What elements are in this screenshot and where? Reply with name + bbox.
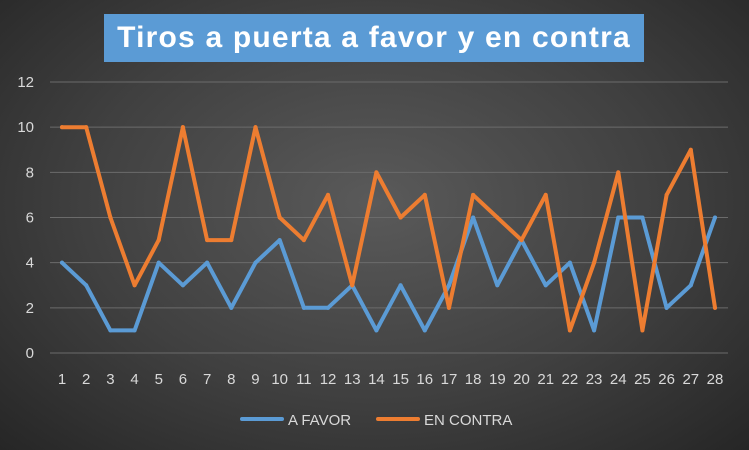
data-point bbox=[132, 328, 137, 333]
series-line-0 bbox=[60, 215, 717, 333]
x-tick-label: 28 bbox=[707, 371, 724, 388]
data-point bbox=[664, 305, 669, 310]
data-point bbox=[156, 260, 161, 265]
data-point bbox=[640, 215, 645, 220]
data-point bbox=[108, 328, 113, 333]
data-point bbox=[471, 215, 476, 220]
data-point bbox=[422, 328, 427, 333]
data-point bbox=[350, 283, 355, 288]
data-point bbox=[253, 260, 258, 265]
data-point bbox=[495, 283, 500, 288]
data-point bbox=[301, 238, 306, 243]
x-tick-label: 15 bbox=[392, 371, 409, 388]
data-point bbox=[156, 238, 161, 243]
data-point bbox=[616, 215, 621, 220]
data-point bbox=[640, 328, 645, 333]
x-tick-label: 10 bbox=[271, 371, 288, 388]
x-tick-label: 1 bbox=[58, 371, 66, 388]
y-tick-label: 6 bbox=[26, 210, 34, 227]
data-point bbox=[471, 192, 476, 197]
x-tick-label: 3 bbox=[106, 371, 114, 388]
legend-label: A FAVOR bbox=[288, 412, 351, 429]
data-point bbox=[374, 170, 379, 175]
x-tick-label: 23 bbox=[586, 371, 603, 388]
y-tick-label: 4 bbox=[26, 255, 34, 272]
data-point bbox=[326, 192, 331, 197]
data-point bbox=[592, 260, 597, 265]
data-point bbox=[277, 215, 282, 220]
x-tick-label: 22 bbox=[562, 371, 579, 388]
data-point bbox=[205, 238, 210, 243]
data-point bbox=[229, 305, 234, 310]
data-point bbox=[592, 328, 597, 333]
data-point bbox=[84, 125, 89, 130]
x-tick-label: 19 bbox=[489, 371, 506, 388]
data-point bbox=[398, 283, 403, 288]
data-point bbox=[132, 283, 137, 288]
data-point bbox=[616, 170, 621, 175]
data-point bbox=[374, 328, 379, 333]
data-point bbox=[326, 305, 331, 310]
x-tick-label: 4 bbox=[130, 371, 138, 388]
x-tick-label: 18 bbox=[465, 371, 482, 388]
data-point bbox=[495, 215, 500, 220]
data-point bbox=[446, 305, 451, 310]
data-point bbox=[567, 260, 572, 265]
data-point bbox=[205, 260, 210, 265]
x-tick-label: 2 bbox=[82, 371, 90, 388]
y-tick-label: 8 bbox=[26, 164, 34, 181]
series-line-1 bbox=[60, 125, 717, 333]
x-tick-label: 24 bbox=[610, 371, 627, 388]
data-point bbox=[108, 215, 113, 220]
x-tick-label: 9 bbox=[251, 371, 259, 388]
data-point bbox=[446, 283, 451, 288]
data-point bbox=[60, 125, 64, 130]
data-point bbox=[422, 192, 427, 197]
x-tick-label: 6 bbox=[179, 371, 187, 388]
x-tick-label: 14 bbox=[368, 371, 385, 388]
x-tick-label: 12 bbox=[320, 371, 337, 388]
x-tick-label: 21 bbox=[537, 371, 554, 388]
data-point bbox=[398, 215, 403, 220]
data-point bbox=[180, 283, 185, 288]
x-tick-label: 25 bbox=[634, 371, 651, 388]
data-point bbox=[713, 215, 717, 220]
y-tick-label: 12 bbox=[17, 74, 34, 91]
y-tick-label: 0 bbox=[26, 345, 34, 362]
x-tick-label: 17 bbox=[441, 371, 458, 388]
data-point bbox=[567, 328, 572, 333]
x-tick-label: 27 bbox=[682, 371, 699, 388]
data-point bbox=[84, 283, 89, 288]
x-tick-label: 7 bbox=[203, 371, 211, 388]
x-tick-label: 16 bbox=[416, 371, 433, 388]
x-tick-label: 20 bbox=[513, 371, 530, 388]
chart-title: Tiros a puerta a favor y en contra bbox=[104, 14, 644, 62]
data-point bbox=[277, 238, 282, 243]
y-tick-label: 10 bbox=[17, 119, 34, 136]
y-tick-label: 2 bbox=[26, 300, 34, 317]
data-point bbox=[713, 305, 717, 310]
x-tick-label: 13 bbox=[344, 371, 361, 388]
data-point bbox=[688, 147, 693, 152]
data-point bbox=[60, 260, 64, 265]
data-point bbox=[301, 305, 306, 310]
data-point bbox=[543, 192, 548, 197]
data-point bbox=[519, 238, 524, 243]
data-point bbox=[688, 283, 693, 288]
x-tick-label: 11 bbox=[296, 371, 312, 388]
x-tick-label: 8 bbox=[227, 371, 235, 388]
data-point bbox=[543, 283, 548, 288]
data-point bbox=[180, 125, 185, 130]
legend-label: EN CONTRA bbox=[424, 412, 512, 429]
data-point bbox=[253, 125, 258, 130]
x-tick-label: 5 bbox=[155, 371, 163, 388]
data-point bbox=[229, 238, 234, 243]
data-point bbox=[664, 192, 669, 197]
x-tick-label: 26 bbox=[658, 371, 675, 388]
